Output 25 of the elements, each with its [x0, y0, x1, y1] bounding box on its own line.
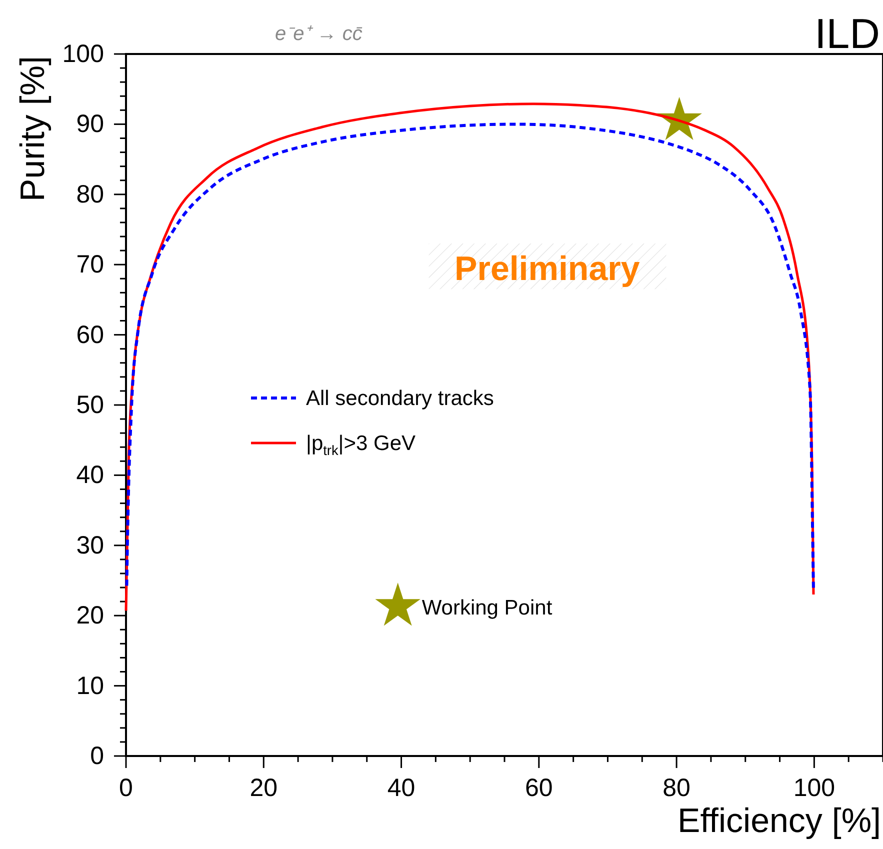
- legend-label: All secondary tracks: [306, 387, 494, 410]
- y-tick-label: 50: [76, 391, 104, 419]
- x-tick-label: 0: [119, 774, 133, 802]
- annotation: ILD: [814, 10, 880, 57]
- y-axis-title: Purity [%]: [14, 56, 52, 202]
- y-tick-label: 80: [76, 180, 104, 208]
- x-tick-label: 40: [387, 774, 416, 802]
- y-tick-label: 60: [76, 320, 104, 349]
- y-tick-label: 0: [90, 742, 104, 770]
- x-axis-title: Efficiency [%]: [678, 802, 881, 840]
- y-tick-label: 100: [62, 40, 104, 68]
- y-tick-label: 10: [76, 672, 104, 700]
- legend-label: |p$_{trk}$|>3 GeV: [306, 432, 416, 458]
- legend-label: Working Point: [422, 596, 552, 620]
- x-tick-label: 100: [793, 774, 836, 802]
- y-tick-label: 40: [76, 461, 104, 490]
- y-tick-label: 20: [76, 602, 104, 630]
- y-tick-label: 90: [76, 110, 104, 138]
- annotation: Preliminary: [454, 250, 640, 288]
- x-tick-label: 20: [250, 774, 278, 802]
- y-tick-label: 70: [76, 250, 104, 279]
- y-tick-label: 30: [76, 531, 104, 560]
- x-tick-label: 60: [525, 774, 553, 802]
- x-tick-label: 80: [662, 774, 690, 802]
- chart-title: e⁻e⁺ → cc̄: [275, 23, 362, 45]
